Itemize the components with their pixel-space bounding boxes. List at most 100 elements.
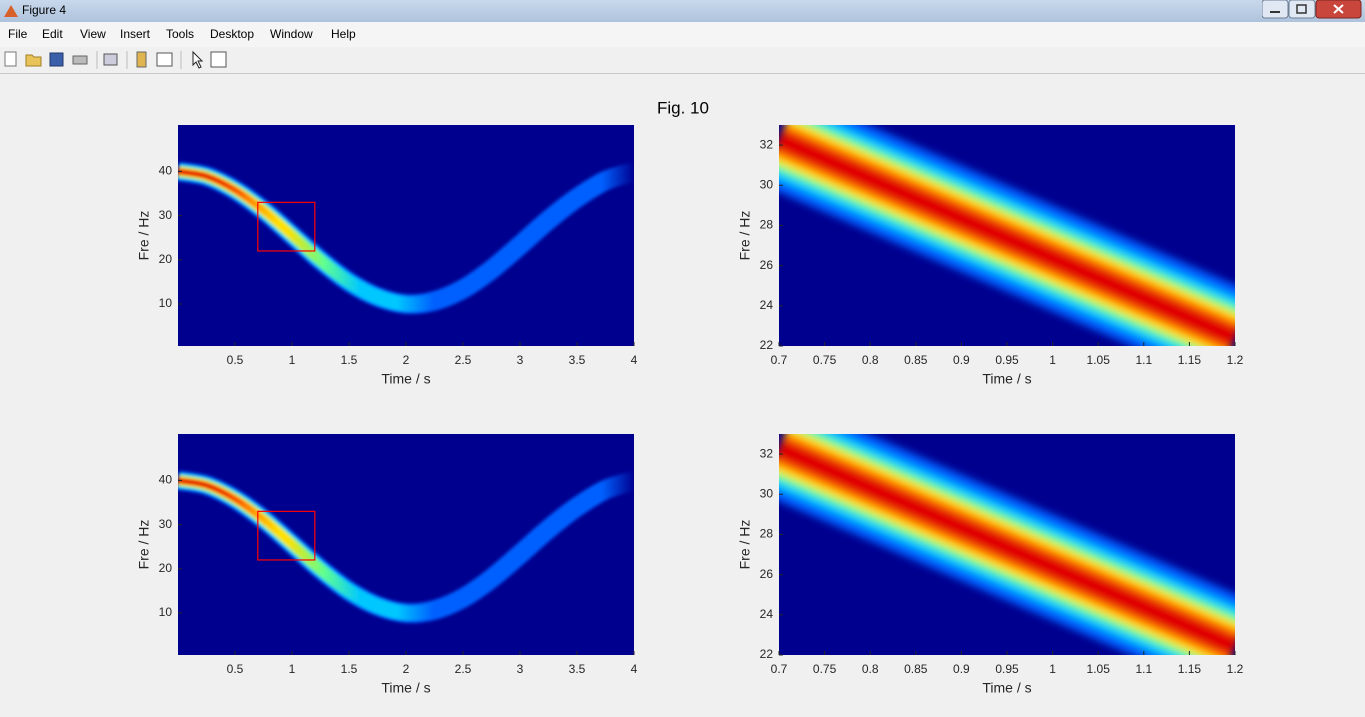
legend-icon[interactable]	[156, 52, 173, 67]
y-tick-label: 30	[760, 177, 774, 191]
y-tick-label: 40	[159, 164, 173, 178]
app-icon	[4, 5, 18, 17]
y-tick-label: 32	[760, 446, 774, 460]
spectrum	[779, 125, 1235, 346]
window-title: Figure 4	[22, 3, 67, 17]
x-tick-label: 1.5	[341, 662, 358, 676]
y-tick-label: 32	[760, 137, 774, 151]
x-tick-label: 3	[517, 662, 524, 676]
menu-item[interactable]: Desktop	[210, 27, 255, 41]
y-axis-label: Fre / Hz	[737, 520, 753, 570]
x-tick-label: 0.7	[771, 662, 788, 676]
x-tick-label: 1.1	[1135, 353, 1152, 367]
save-icon[interactable]	[49, 52, 64, 67]
x-tick-label: 0.75	[813, 353, 837, 367]
restore-button[interactable]	[1288, 0, 1316, 19]
axes: 0.7 0.75 0.8 0.85 0.9 0.95 1 1.05 1.1 1.15 1.2 22 24…	[737, 434, 1244, 696]
y-tick-label: 20	[159, 252, 173, 266]
spectrum	[178, 470, 634, 623]
menu-item[interactable]: Tools	[166, 27, 195, 41]
x-tick-label: 2	[403, 353, 410, 367]
x-axis-label: Time / s	[982, 680, 1031, 696]
x-tick-label: 1.2	[1227, 662, 1244, 676]
y-tick-label: 24	[760, 607, 774, 621]
ridge	[779, 438, 1235, 655]
y-tick-label: 10	[159, 296, 173, 310]
x-tick-label: 2	[403, 662, 410, 676]
x-tick-label: 4	[631, 353, 638, 367]
pointer-icon[interactable]	[192, 50, 204, 69]
y-tick-label: 24	[760, 298, 774, 312]
print-preview-icon[interactable]	[103, 53, 118, 66]
x-tick-label: 1	[1049, 662, 1056, 676]
y-tick-label: 28	[760, 218, 774, 232]
menu-bar: File Edit View Insert Tools Desktop Window Help	[0, 22, 1365, 47]
x-tick-label: 3.5	[569, 353, 586, 367]
x-tick-label: 0.5	[227, 353, 244, 367]
x-tick-label: 0.8	[862, 662, 879, 676]
y-axis-label: Fre / Hz	[136, 211, 152, 261]
x-tick-label: 1	[289, 662, 296, 676]
minimize-button[interactable]	[1262, 0, 1289, 19]
title-bar: Figure 4	[0, 0, 1365, 22]
toolbar	[0, 47, 1365, 74]
y-tick-label: 10	[159, 605, 173, 619]
x-tick-label: 0.85	[904, 353, 928, 367]
axes: 0.5 1 1.5 2 2.5 3 3.5 4 10 20 30 40 Time / s Fre / Hz	[136, 434, 638, 696]
x-tick-label: 0.9	[953, 662, 970, 676]
figure-title: Fig. 10	[657, 98, 709, 117]
x-tick-label: 1	[289, 353, 296, 367]
x-tick-label: 0.9	[953, 353, 970, 367]
menu-item[interactable]: View	[80, 27, 106, 41]
x-tick-label: 0.7	[771, 353, 788, 367]
y-axis-label: Fre / Hz	[136, 520, 152, 570]
x-tick-label: 1.15	[1178, 662, 1202, 676]
x-tick-label: 3.5	[569, 662, 586, 676]
x-tick-label: 0.85	[904, 662, 928, 676]
ridge	[178, 478, 634, 616]
y-tick-label: 22	[760, 647, 774, 661]
spectrum	[779, 434, 1235, 655]
open-icon[interactable]	[25, 54, 42, 67]
axes: 0.7 0.75 0.8 0.85 0.9 0.95 1 1.05 1.1 1.15 1.2 22 24…	[737, 125, 1244, 387]
x-tick-label: 2.5	[455, 353, 472, 367]
menu-item[interactable]: Help	[331, 27, 356, 41]
x-tick-label: 4	[631, 662, 638, 676]
zoom-box	[257, 201, 316, 252]
axes: 0.5 1 1.5 2 2.5 3 3.5 4 10 20 30 40 Time / s Fre / Hz	[136, 125, 638, 387]
y-tick-label: 30	[760, 486, 774, 500]
x-tick-label: 0.8	[862, 353, 879, 367]
x-tick-label: 1.05	[1087, 662, 1111, 676]
x-tick-label: 1	[1049, 353, 1056, 367]
new-icon[interactable]	[4, 51, 17, 67]
zoom-box	[257, 510, 316, 561]
ridge	[178, 169, 634, 307]
x-tick-label: 1.5	[341, 353, 358, 367]
menu-item[interactable]: Window	[270, 27, 313, 41]
colorbar-icon[interactable]	[136, 51, 147, 68]
x-tick-label: 0.5	[227, 662, 244, 676]
x-tick-label: 1.05	[1087, 353, 1111, 367]
ridge	[779, 129, 1235, 346]
spectrum	[178, 161, 634, 314]
x-axis-label: Time / s	[982, 371, 1031, 387]
menu-item[interactable]: File	[8, 27, 28, 41]
window-buttons	[1262, 0, 1362, 19]
x-tick-label: 1.2	[1227, 353, 1244, 367]
x-tick-label: 0.95	[995, 353, 1019, 367]
plot-browser-icon[interactable]	[210, 51, 227, 68]
x-tick-label: 2.5	[455, 662, 472, 676]
menu-item[interactable]: Edit	[42, 27, 63, 41]
y-tick-label: 26	[760, 258, 774, 272]
menu-item[interactable]: Insert	[120, 27, 151, 41]
y-tick-label: 20	[159, 561, 173, 575]
print-icon[interactable]	[72, 55, 88, 65]
x-tick-label: 0.95	[995, 662, 1019, 676]
x-tick-label: 3	[517, 353, 524, 367]
y-tick-label: 26	[760, 567, 774, 581]
figure: Fig. 10 0.5 1 1.5 2 2.5 3 3.5 4 10 20 30 40 Time / s…	[136, 98, 1244, 696]
x-tick-label: 1.1	[1135, 662, 1152, 676]
y-tick-label: 22	[760, 338, 774, 352]
y-tick-label: 30	[159, 517, 173, 531]
